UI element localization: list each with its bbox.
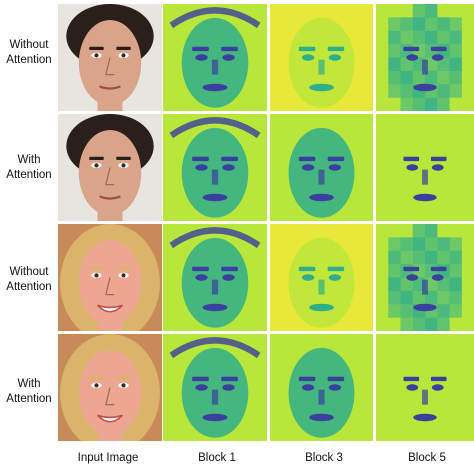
face-photo <box>58 334 162 441</box>
tile-row-1-block-1 <box>163 4 267 111</box>
column-label-input-image: Input Image <box>77 452 139 464</box>
column-label-block-5: Block 5 <box>408 452 446 464</box>
face-photo <box>58 4 162 111</box>
row-label-3-line2: Attention <box>6 281 52 293</box>
tile-row-3-block-1 <box>163 224 267 331</box>
face-photo <box>58 114 162 221</box>
tile-row-4-block-5 <box>376 334 474 441</box>
attention-heatmap <box>376 114 474 221</box>
row-label-2: With Attention <box>0 153 58 183</box>
attention-heatmap <box>163 224 267 331</box>
attention-heatmap <box>376 334 474 441</box>
row-label-4-line1: With <box>17 378 41 390</box>
tile-row-4-block-1 <box>163 334 267 441</box>
tile-row-1-input-image <box>58 4 162 111</box>
row-label-3-line1: Without <box>9 266 49 278</box>
row-label-4-line2: Attention <box>6 393 52 405</box>
row-label-1: Without Attention <box>0 38 58 68</box>
tile-row-4-input-image <box>58 334 162 441</box>
tile-row-4-block-3 <box>270 334 373 441</box>
tile-row-1-block-3 <box>270 4 373 111</box>
attention-heatmap <box>270 114 373 221</box>
tile-row-2-input-image <box>58 114 162 221</box>
row-label-3: Without Attention <box>0 265 58 295</box>
row-label-1-line1: Without <box>9 39 49 51</box>
attention-heatmap <box>270 224 373 331</box>
attention-heatmap <box>163 114 267 221</box>
tile-row-3-input-image <box>58 224 162 331</box>
column-label-block-1: Block 1 <box>198 452 236 464</box>
column-label-block-3: Block 3 <box>305 452 343 464</box>
tile-row-2-block-3 <box>270 114 373 221</box>
tile-row-3-block-5 <box>376 224 474 331</box>
attention-heatmap <box>376 224 474 331</box>
attention-heatmap <box>270 4 373 111</box>
row-label-2-line2: Attention <box>6 169 52 181</box>
row-label-2-line1: With <box>17 154 41 166</box>
tile-row-3-block-3 <box>270 224 373 331</box>
face-photo <box>58 224 162 331</box>
row-label-1-line2: Attention <box>6 54 52 66</box>
tile-row-1-block-5 <box>376 4 474 111</box>
attention-heatmap <box>163 4 267 111</box>
attention-heatmap <box>376 4 474 111</box>
attention-heatmap <box>270 334 373 441</box>
tile-row-2-block-5 <box>376 114 474 221</box>
row-label-4: With Attention <box>0 377 58 407</box>
attention-heatmap <box>163 334 267 441</box>
tile-row-2-block-1 <box>163 114 267 221</box>
